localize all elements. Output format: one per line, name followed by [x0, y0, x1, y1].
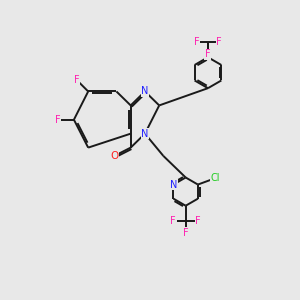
Text: F: F — [194, 37, 200, 47]
Text: F: F — [195, 216, 201, 226]
Text: F: F — [205, 49, 211, 59]
Text: F: F — [183, 228, 188, 238]
Text: N: N — [170, 180, 177, 190]
Text: F: F — [170, 216, 176, 226]
Text: F: F — [55, 115, 60, 125]
Text: Cl: Cl — [211, 173, 220, 183]
Text: F: F — [216, 37, 222, 47]
Text: O: O — [110, 151, 118, 161]
Text: F: F — [74, 75, 80, 85]
Text: N: N — [141, 86, 148, 96]
Text: N: N — [141, 129, 148, 139]
